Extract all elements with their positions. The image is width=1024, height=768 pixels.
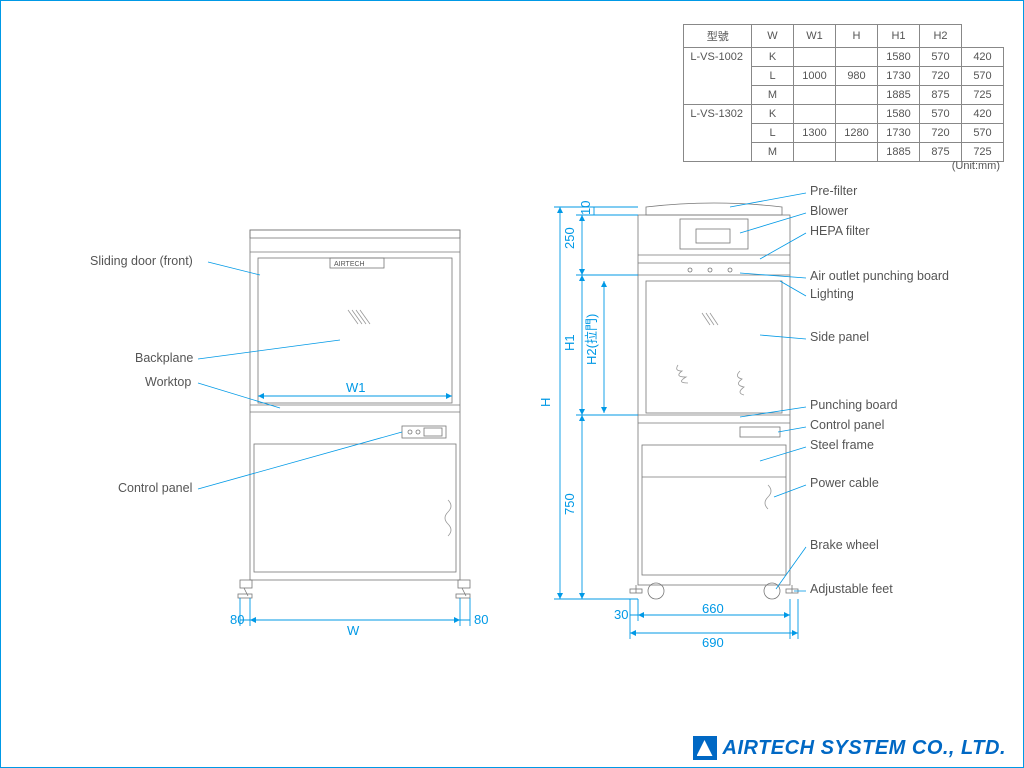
unit-label: (Unit:mm) xyxy=(952,160,1000,172)
dim-w1: W1 xyxy=(346,380,366,395)
side-view: H 250 10 H1 H2(拉門) 750 30 660 690 Pre-fi… xyxy=(530,185,1010,665)
dim-h1: H1 xyxy=(562,334,577,351)
svg-text:Air outlet punching board: Air outlet punching board xyxy=(810,269,949,283)
dim-h: H xyxy=(538,398,553,407)
svg-text:Adjustable feet: Adjustable feet xyxy=(810,582,893,596)
front-view: AIRTECH Sliding door (front) Backplane W… xyxy=(80,220,500,650)
svg-text:Blower: Blower xyxy=(810,204,848,218)
product-logo: AIRTECH xyxy=(334,261,365,268)
svg-text:Side panel: Side panel xyxy=(810,330,869,344)
svg-text:Steel frame: Steel frame xyxy=(810,438,874,452)
dim-690: 690 xyxy=(702,635,724,650)
dim-h2: H2(拉門) xyxy=(584,314,599,365)
side-labels: Pre-filter Blower HEPA filter Air outlet… xyxy=(730,185,949,596)
label-worktop: Worktop xyxy=(145,375,191,389)
label-sliding-door: Sliding door (front) xyxy=(90,254,193,268)
svg-text:Control panel: Control panel xyxy=(810,418,884,432)
dim-250: 250 xyxy=(562,227,577,249)
dim-w: W xyxy=(347,623,360,638)
company-brand: AIRTECH SYSTEM CO., LTD. xyxy=(693,736,1007,760)
dim-660: 660 xyxy=(702,601,724,616)
dim-750: 750 xyxy=(562,493,577,515)
dim-30: 30 xyxy=(614,607,628,622)
dim-10: 10 xyxy=(578,201,593,215)
svg-text:Punching board: Punching board xyxy=(810,398,898,412)
spec-table: 型號WW1HH1H2 L-VS-1002K1580570420L10009801… xyxy=(683,24,1004,162)
svg-text:Brake wheel: Brake wheel xyxy=(810,538,879,552)
dim-80r: 80 xyxy=(474,612,488,627)
label-control-panel-f: Control panel xyxy=(118,481,192,495)
label-backplane: Backplane xyxy=(135,351,193,365)
svg-text:HEPA filter: HEPA filter xyxy=(810,224,870,238)
svg-text:Pre-filter: Pre-filter xyxy=(810,185,857,198)
company-name: AIRTECH SYSTEM CO., LTD. xyxy=(723,737,1007,760)
logo-icon xyxy=(693,736,717,760)
dim-80l: 80 xyxy=(230,612,244,627)
svg-text:Power cable: Power cable xyxy=(810,476,879,490)
svg-text:Lighting: Lighting xyxy=(810,287,854,301)
